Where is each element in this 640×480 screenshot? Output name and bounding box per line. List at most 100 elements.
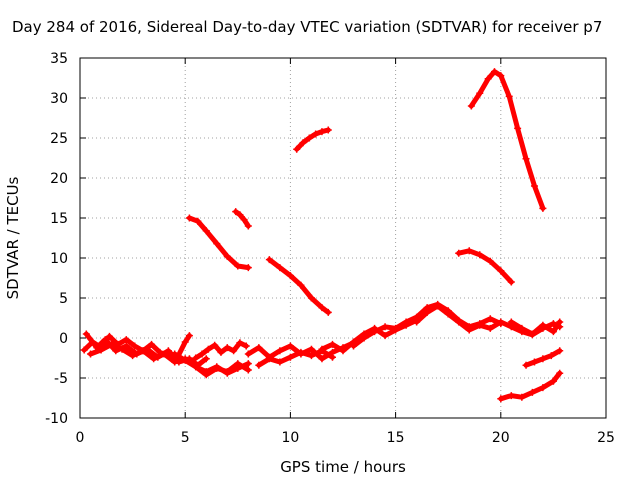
data-point	[185, 214, 193, 222]
data-point	[486, 257, 494, 265]
x-tick-label: 15	[387, 430, 405, 446]
x-tick-label: 10	[281, 430, 299, 446]
data-point	[118, 345, 126, 353]
series-trace	[233, 209, 251, 229]
y-tick-label: -5	[54, 371, 68, 387]
series-arc-15	[293, 126, 332, 153]
data-point	[486, 315, 494, 323]
data-point	[476, 251, 484, 259]
series-arc-05	[192, 339, 250, 362]
data-point	[549, 377, 557, 385]
data-point	[505, 92, 513, 100]
series-arc-07	[255, 347, 336, 369]
series-trace	[172, 351, 251, 378]
data-point	[181, 338, 189, 346]
data-point	[307, 294, 315, 302]
axis-ticks: 0 5 10 15 20 25 -10 -5 0 5 10 15 20 25 30 35	[45, 51, 615, 446]
data-point	[192, 363, 200, 371]
data-point	[202, 227, 210, 235]
x-tick-label: 25	[597, 430, 615, 446]
data-point	[211, 341, 219, 349]
data-point	[185, 332, 193, 340]
data-point	[276, 347, 284, 355]
series-arc-19	[497, 369, 564, 403]
data-point	[105, 332, 113, 340]
data-point	[539, 355, 547, 363]
data-point	[286, 272, 294, 280]
data-point	[318, 355, 326, 363]
data-point	[318, 128, 326, 136]
y-tick-label: 25	[50, 131, 68, 147]
data-point	[192, 354, 200, 362]
data-point	[101, 336, 109, 344]
data-point	[255, 344, 263, 352]
data-point	[371, 328, 379, 336]
data-point	[108, 340, 116, 348]
data-point	[171, 350, 179, 358]
data-point	[350, 342, 358, 350]
data-point	[539, 321, 547, 329]
data-point	[244, 350, 252, 358]
data-point	[467, 102, 475, 110]
data-point	[299, 139, 307, 147]
data-point	[507, 392, 515, 400]
data-point	[528, 388, 536, 396]
data-point	[476, 89, 484, 97]
data-point	[171, 358, 179, 366]
data-point	[328, 340, 336, 348]
data-point	[530, 182, 538, 190]
data-point	[324, 308, 332, 316]
data-point	[276, 358, 284, 366]
data-point	[223, 344, 231, 352]
data-point	[242, 342, 250, 350]
y-tick-label: 15	[50, 211, 68, 227]
data-point	[497, 267, 505, 275]
data-point	[549, 328, 557, 336]
data-point	[265, 256, 273, 264]
data-point	[556, 347, 564, 355]
data-point	[360, 334, 368, 342]
data-point	[307, 352, 315, 360]
series-arc-14	[265, 256, 332, 316]
data-point	[217, 348, 225, 356]
data-point	[97, 346, 105, 354]
data-point	[518, 324, 526, 332]
data-point	[244, 222, 252, 230]
data-point	[286, 342, 294, 350]
data-point	[392, 324, 400, 332]
series-arc-12	[185, 214, 252, 272]
series-arc-18	[522, 347, 564, 369]
data-point	[236, 339, 244, 347]
data-point	[236, 211, 244, 219]
data-point	[318, 304, 326, 312]
data-point	[122, 336, 130, 344]
data-point	[444, 310, 452, 318]
data-point	[234, 262, 242, 270]
series-arc-17	[467, 68, 547, 212]
y-tick-label: 5	[59, 291, 68, 307]
data-point	[240, 216, 248, 224]
data-point	[324, 126, 332, 134]
data-point	[339, 347, 347, 355]
data-point	[139, 347, 147, 355]
data-point	[312, 130, 320, 138]
plot-frame	[79, 57, 607, 419]
data-point	[476, 321, 484, 329]
data-point	[547, 352, 555, 360]
data-point	[87, 350, 95, 358]
data-point	[213, 364, 221, 372]
data-point	[223, 252, 231, 260]
data-point	[150, 355, 158, 363]
data-point	[255, 361, 263, 369]
chart-title: Day 284 of 2016, Sidereal Day-to-day VTE…	[12, 18, 602, 36]
y-tick-label: 30	[50, 91, 68, 107]
data-point	[497, 72, 505, 80]
data-point	[131, 342, 139, 350]
data-point	[234, 360, 242, 368]
y-tick-label: -10	[45, 411, 68, 427]
series-arc-11	[507, 318, 564, 338]
data-point	[490, 68, 498, 76]
data-point	[265, 355, 273, 363]
data-point	[305, 134, 313, 142]
data-point	[232, 208, 240, 216]
